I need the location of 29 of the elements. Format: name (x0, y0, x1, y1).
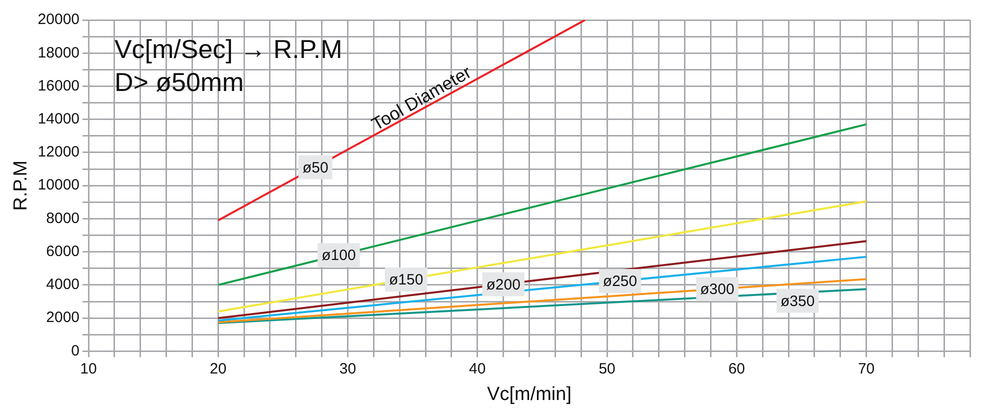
x-tick-label: 60 (728, 360, 746, 378)
y-tick-label: 8000 (46, 210, 80, 227)
series-label: ø100 (322, 247, 356, 264)
series-label: ø50 (302, 159, 328, 176)
annotation: Vc[m/Sec] → R.P.M (114, 34, 342, 64)
y-tick-label: 2000 (46, 309, 80, 326)
series-label: ø150 (389, 272, 424, 289)
annotation: D> ø50mm (114, 67, 244, 98)
y-tick-label: 18000 (38, 44, 80, 62)
y-tick-label: 10000 (38, 176, 80, 194)
y-tick-label: 0 (71, 342, 80, 360)
y-axis-title: R.P.M (10, 160, 32, 211)
x-tick-label: 30 (339, 360, 356, 378)
y-tick-label: 4000 (46, 276, 80, 294)
x-tick-label: 40 (469, 360, 486, 378)
series-label: ø350 (780, 292, 815, 310)
series-label: ø300 (700, 281, 734, 298)
x-tick-label: 70 (858, 360, 875, 378)
series-label: ø200 (486, 276, 520, 294)
y-tick-label: 16000 (38, 77, 80, 94)
y-tick-label: 6000 (46, 242, 80, 260)
x-tick-label: 10 (80, 360, 97, 378)
y-tick-label: 14000 (38, 110, 80, 128)
x-tick-label: 50 (598, 360, 616, 378)
y-tick-label: 20000 (38, 11, 80, 28)
x-tick-label: 20 (210, 360, 226, 378)
y-tick-label: 12000 (38, 144, 80, 161)
series-label: ø250 (602, 273, 638, 290)
x-axis-title: Vc[m/min] (487, 384, 572, 405)
